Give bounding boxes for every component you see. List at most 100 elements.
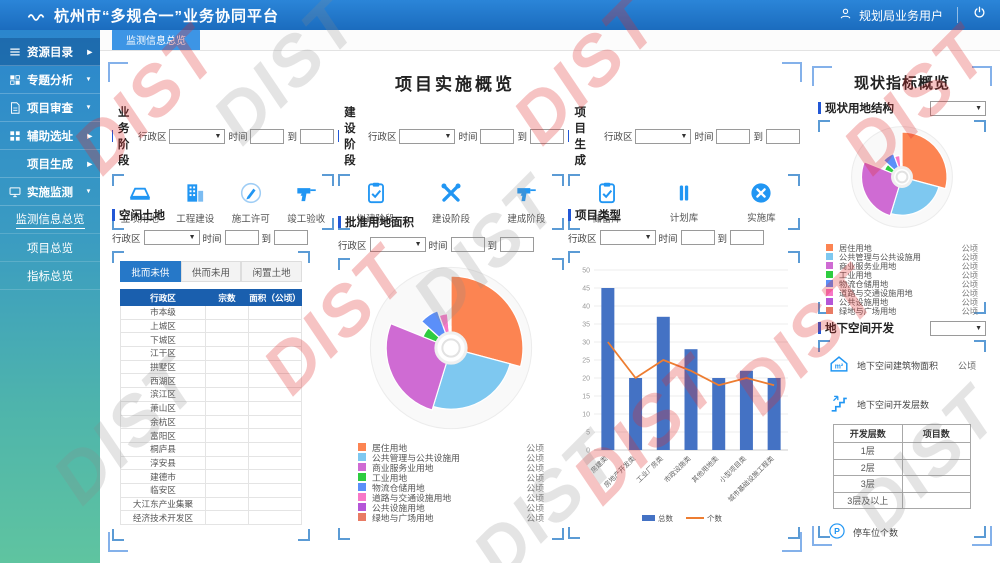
- permit-icon: [240, 182, 261, 203]
- legend-value: 公顷: [961, 261, 978, 271]
- stage-3-time-from-input[interactable]: [716, 128, 751, 144]
- stage-3-time-to-input[interactable]: [766, 128, 800, 144]
- sidebar-item-3[interactable]: 项目审查 ▼: [0, 94, 100, 122]
- svg-text:市政设施类: 市政设施类: [662, 454, 693, 485]
- clipboard-icon: [367, 182, 384, 203]
- district-cell: 大江东产业集聚: [120, 496, 206, 512]
- district-cell: 桐庐县: [120, 441, 206, 457]
- count-cell: [205, 496, 249, 512]
- stage-2-time-to-input[interactable]: [530, 128, 564, 144]
- project-type-time-to-input[interactable]: [730, 230, 765, 245]
- legend-value: 公顷: [961, 243, 978, 253]
- idle-land-tab-2[interactable]: 供而未用: [180, 261, 242, 282]
- approved-land-district-select[interactable]: ▼: [369, 237, 426, 252]
- stage-item-施工许可[interactable]: 施工许可: [232, 180, 270, 225]
- clipboard-icon: [594, 180, 620, 209]
- sidebar-item-5[interactable]: 项目生成 ▶: [0, 150, 100, 178]
- legend-value: 公顷: [961, 252, 978, 262]
- stage-item-建成阶段[interactable]: 建成阶段: [507, 180, 545, 225]
- pause-icon: [672, 181, 696, 208]
- sidebar-subitem-3[interactable]: 指标总览: [0, 262, 100, 290]
- stage-item-拟建阶段[interactable]: 拟建阶段: [357, 180, 395, 225]
- stage-item-计划库[interactable]: 计划库: [670, 181, 698, 224]
- legend-value: 公顷: [526, 442, 544, 453]
- district-cell: 市本级: [120, 305, 206, 320]
- close-circle-icon: [749, 181, 773, 208]
- logout-button[interactable]: [958, 0, 1000, 30]
- table-row: 滨江区: [120, 387, 302, 402]
- project-type-box: 0 5 10 15 20 25 30 35 40 45 50 房建类 房地产开发类 工业厂房类 市政设施类其…: [568, 251, 800, 539]
- section-stage-3: 项目生成 行政区 ▼ 时间 到储备库 计划库 实施库: [568, 104, 800, 230]
- panel-title: 现状指标概览: [853, 75, 950, 92]
- stage-2-time-from-input[interactable]: [480, 128, 515, 144]
- legend-swatch: [358, 473, 366, 481]
- legend-swatch: [358, 503, 366, 511]
- floor-cell: 3层: [833, 475, 903, 493]
- chevron-icon: ▶: [86, 132, 92, 140]
- underground-district-select[interactable]: ▼: [930, 320, 986, 336]
- legend-label: 工业用地: [839, 270, 872, 280]
- table-row: 上城区: [120, 318, 302, 334]
- stage-item-储备库[interactable]: 储备库: [592, 180, 621, 225]
- to-label: 到: [261, 233, 272, 245]
- stage-1-district-select[interactable]: ▼: [169, 128, 226, 144]
- legend-label: 商业服务业用地: [839, 261, 897, 271]
- table-row: 建德市: [120, 469, 302, 484]
- sidebar-subitem-1[interactable]: 监测信息总览: [0, 206, 100, 234]
- stage-3-district-select[interactable]: ▼: [635, 128, 692, 144]
- tab-monitoring-overview[interactable]: 监测信息总览: [112, 29, 200, 50]
- area-cell: [248, 332, 302, 348]
- stage-1-time-to-input[interactable]: [300, 128, 334, 144]
- sidebar-subitem-2[interactable]: 项目总览: [0, 234, 100, 262]
- underground-area-row: m² 地下空间建筑物面积 公顷: [828, 340, 976, 377]
- idle-land-time-from-input[interactable]: [224, 230, 259, 245]
- table-row: 桐庐县: [120, 441, 302, 457]
- time-label: 时间: [458, 132, 478, 143]
- sidebar-item-2[interactable]: 专题分析 ▼: [0, 66, 100, 94]
- table-header-cell: 宗数: [205, 289, 249, 306]
- stage-2-district-select[interactable]: ▼: [399, 128, 456, 144]
- area-cell: [248, 428, 302, 443]
- app-title: 杭州市“多规合一”业务协同平台: [54, 7, 280, 25]
- stage-item-工程建设[interactable]: 工程建设: [176, 180, 214, 225]
- parking-icon: P: [829, 523, 845, 539]
- sidebar-item-4[interactable]: 辅助选址 ▶: [0, 122, 100, 150]
- idle-land-district-select[interactable]: ▼: [143, 230, 200, 245]
- review-icon: [11, 101, 20, 114]
- label-bar: [568, 130, 570, 142]
- legend-item: 公共设施用地 公顷: [358, 502, 544, 513]
- header-right: 规划局业务用户: [824, 0, 1000, 30]
- user-menu[interactable]: 规划局业务用户: [824, 6, 957, 24]
- panel-status-indicators: 现状指标概览 现状用地结构 ▼ 居住用地 公顷 公共管理与公共设施用 公顷 商业服务业用…: [812, 66, 992, 546]
- label-bar: [818, 322, 821, 334]
- svg-text:小型项目类: 小型项目类: [717, 454, 748, 485]
- sidebar-item-6[interactable]: 实施监测 ▼: [0, 178, 100, 206]
- table-header-cell: 面积（公顷）: [248, 289, 302, 306]
- legend-label: 商业服务业用地: [372, 462, 434, 473]
- stage-item-建设阶段[interactable]: 建设阶段: [432, 180, 470, 225]
- stage-item-竣工验收[interactable]: 竣工验收: [287, 180, 325, 225]
- idle-land-tab-3[interactable]: 闲置土地: [241, 261, 303, 282]
- stage-item-label: 建成阶段: [507, 213, 546, 225]
- legend-label: 道路与交通设施用地: [839, 288, 913, 298]
- sidebar-item-1[interactable]: 资源目录 ▶: [0, 38, 100, 66]
- stage-item-实施库[interactable]: 实施库: [747, 181, 776, 224]
- stage-item-label: 建设阶段: [431, 213, 470, 225]
- project-type-district-select[interactable]: ▼: [599, 230, 656, 245]
- legend-label: 公共设施用地: [839, 297, 889, 307]
- idle-land-tab-1[interactable]: 批而未供: [120, 261, 181, 282]
- approved-land-rose-chart: [369, 266, 533, 430]
- count-cell: [205, 469, 249, 484]
- stage-item-立项用地[interactable]: 立项用地: [121, 180, 159, 225]
- project-type-time-from-input[interactable]: [680, 230, 715, 245]
- land-structure-district-select[interactable]: ▼: [930, 100, 986, 116]
- svg-text:总数: 总数: [658, 513, 673, 523]
- approved-land-time-to-input[interactable]: [500, 237, 535, 252]
- idle-land-time-to-input[interactable]: [274, 230, 309, 245]
- stage-header: 项目生成 行政区 ▼ 时间 到: [568, 104, 800, 168]
- idle-land-tabs: 批而未供 供而未用 闲置土地: [120, 261, 303, 282]
- count-cell: [205, 414, 249, 430]
- approved-land-time-from-input[interactable]: [450, 237, 485, 252]
- close-circle-icon: [751, 182, 771, 203]
- stage-1-time-from-input[interactable]: [250, 128, 285, 144]
